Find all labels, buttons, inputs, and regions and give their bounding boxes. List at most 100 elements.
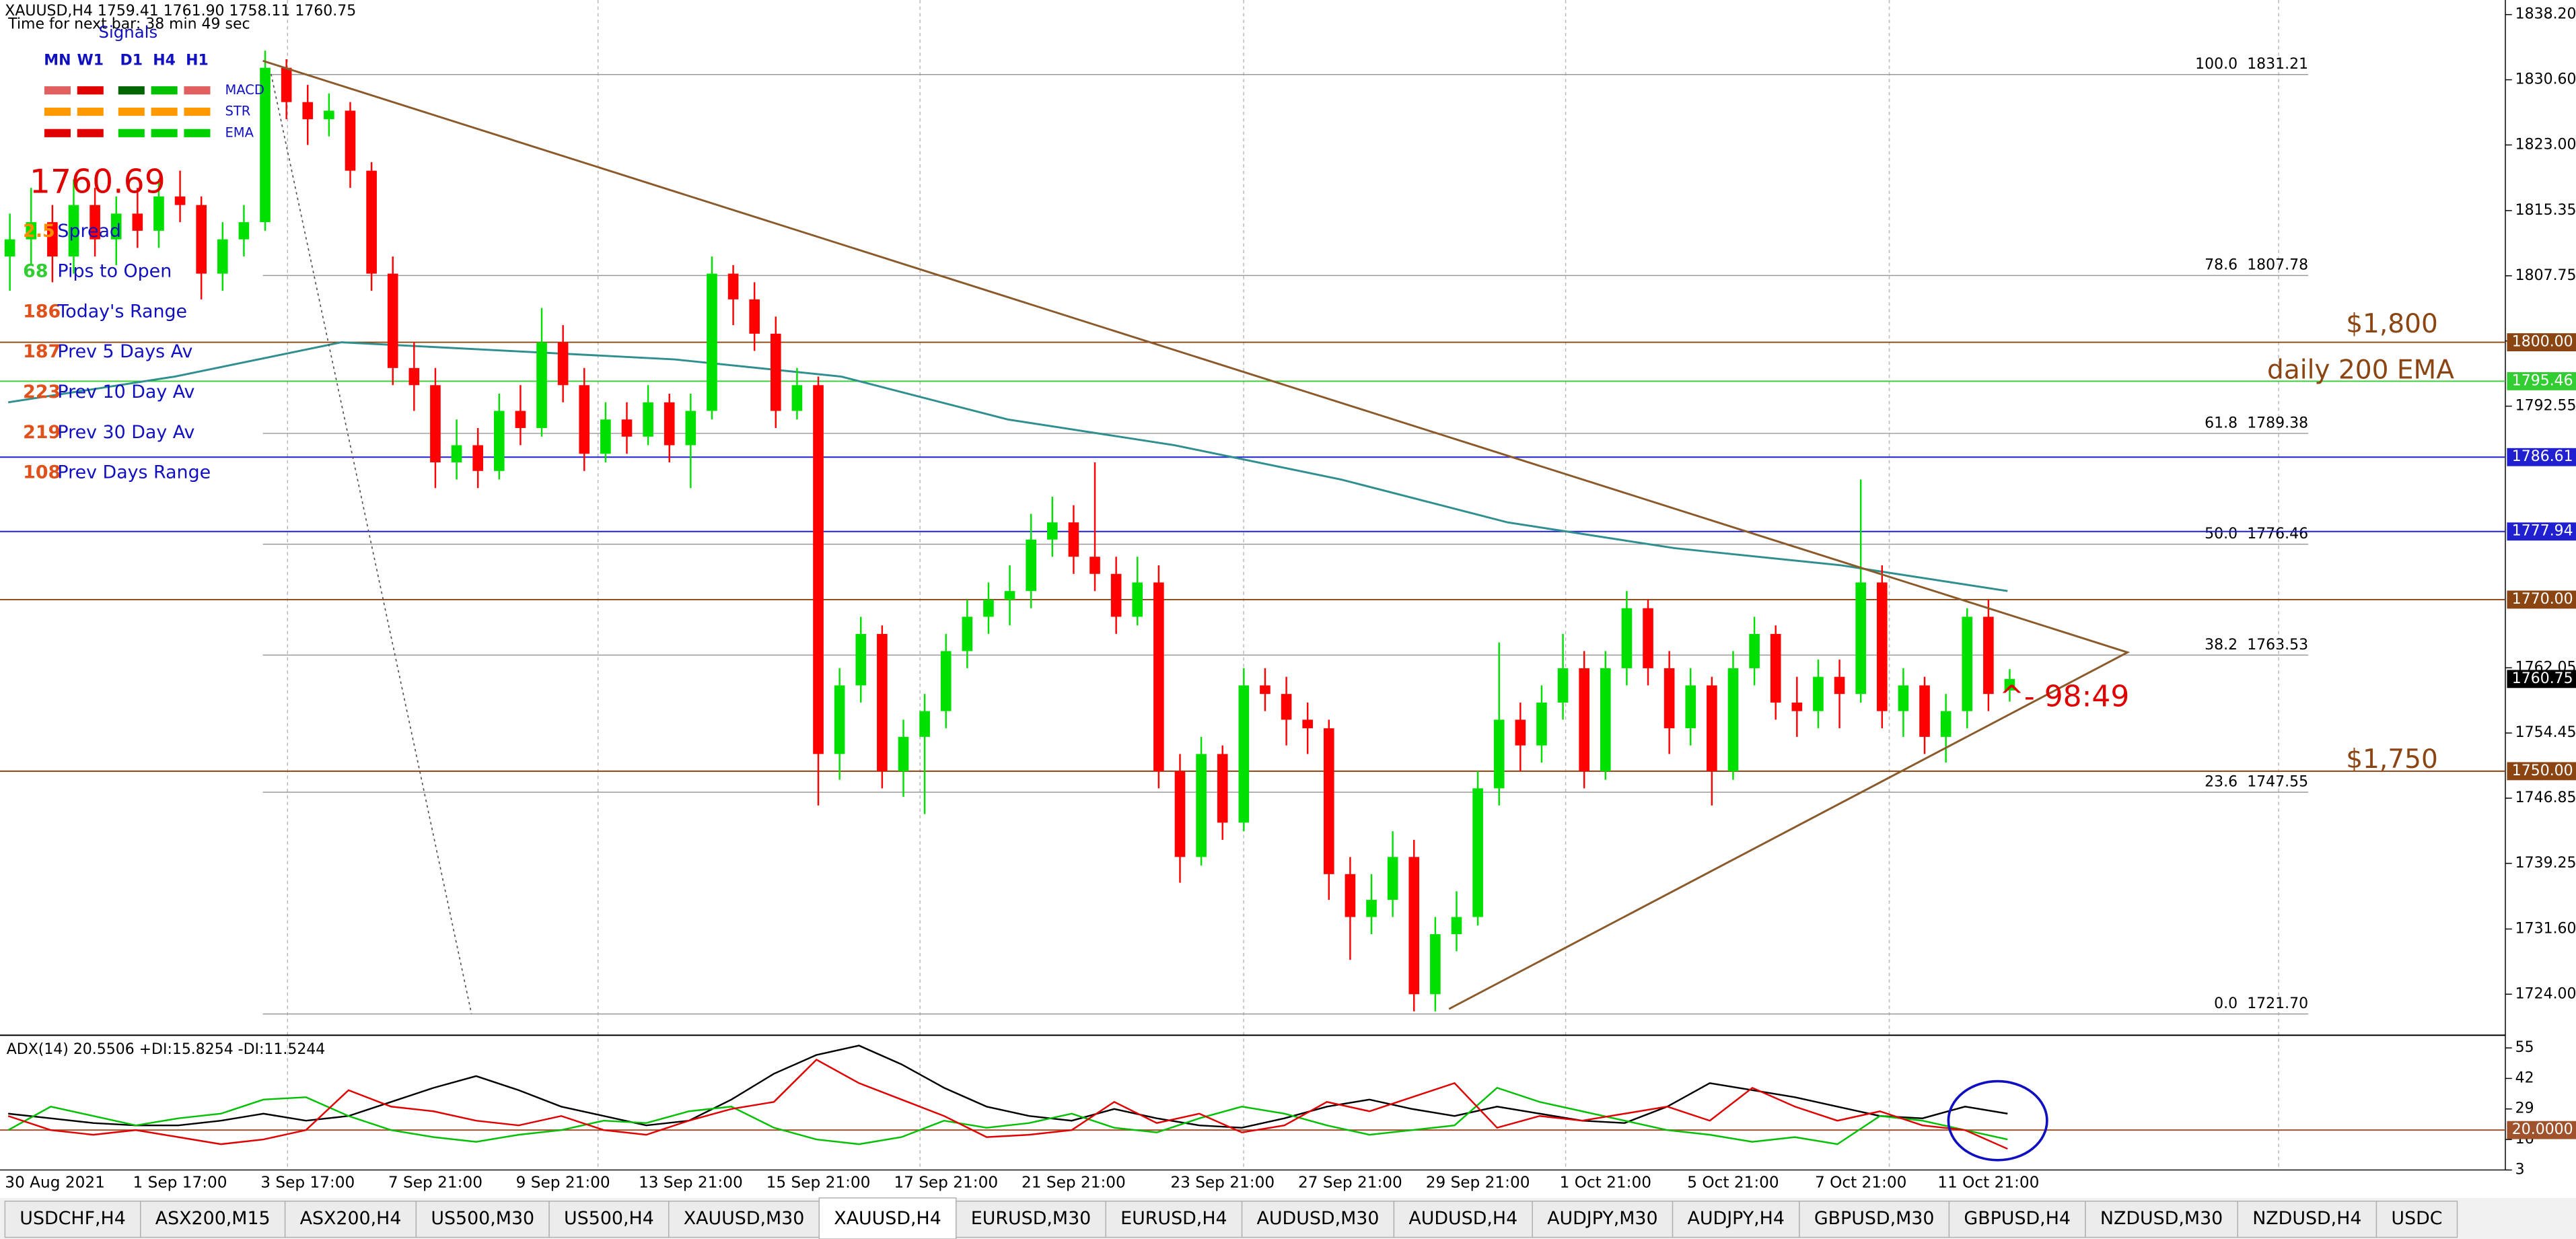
candle-body bbox=[1940, 711, 1952, 737]
candle-body bbox=[1238, 685, 1250, 823]
fib-ratio: 100.0 bbox=[2195, 56, 2238, 73]
tab-label[interactable]: US500,H4 bbox=[564, 1208, 654, 1229]
tab-label[interactable]: EURUSD,M30 bbox=[971, 1208, 1091, 1229]
x-tick-label: 7 Oct 21:00 bbox=[1815, 1173, 1906, 1191]
tab-label[interactable]: EURUSD,H4 bbox=[1120, 1208, 1227, 1229]
tab-label[interactable]: NZDUSD,H4 bbox=[2252, 1208, 2361, 1229]
y-tick-label: 1739.25 bbox=[2515, 855, 2576, 872]
tab[interactable] bbox=[1672, 1201, 1800, 1238]
candle-body bbox=[1727, 668, 1739, 771]
tab-label[interactable]: XAUUSD,M30 bbox=[684, 1208, 805, 1229]
candle-body bbox=[1643, 608, 1653, 668]
y-tick-label: 3 bbox=[2515, 1161, 2525, 1178]
timeframe-label: MN bbox=[44, 52, 71, 69]
tab-label[interactable]: ASX200,H4 bbox=[300, 1208, 402, 1229]
tab[interactable] bbox=[1948, 1201, 2086, 1238]
level-label: 1750.00 bbox=[2512, 763, 2573, 779]
candle-body bbox=[1345, 874, 1356, 917]
candle-body bbox=[1089, 557, 1100, 574]
candle-body bbox=[877, 633, 888, 771]
tab[interactable] bbox=[2237, 1201, 2377, 1238]
symbol-header: XAUUSD,H4 1759.41 1761.90 1758.11 1760.7… bbox=[5, 3, 356, 20]
fib-price: 1721.70 bbox=[2247, 995, 2308, 1012]
candle-body bbox=[153, 196, 164, 231]
candle-body bbox=[302, 102, 314, 120]
candle-body bbox=[451, 445, 462, 463]
tab-label[interactable]: NZDUSD,M30 bbox=[2100, 1208, 2223, 1229]
candle-body bbox=[1791, 702, 1803, 711]
tab[interactable] bbox=[548, 1201, 670, 1238]
tab[interactable] bbox=[1393, 1201, 1533, 1238]
candle-body bbox=[217, 239, 228, 274]
candle-body bbox=[132, 213, 143, 231]
candle-body bbox=[1493, 719, 1505, 789]
last-price-box bbox=[2507, 670, 2576, 688]
x-tick-label: 1 Sep 17:00 bbox=[133, 1173, 227, 1191]
signals-panel: MN W1 D1 H4 H1 MACD STR EMA bbox=[44, 52, 264, 140]
x-tick-label: 3 Sep 17:00 bbox=[260, 1173, 355, 1191]
candle-body bbox=[281, 67, 292, 102]
x-tick-label: 11 Oct 21:00 bbox=[1937, 1173, 2039, 1191]
tab[interactable] bbox=[140, 1201, 286, 1238]
candle-body bbox=[1983, 616, 1994, 695]
x-tick-label: 5 Oct 21:00 bbox=[1687, 1173, 1779, 1191]
tab[interactable] bbox=[2375, 1201, 2458, 1238]
tab-label[interactable]: USDCHF,H4 bbox=[20, 1208, 126, 1229]
fib-price: 1807.78 bbox=[2247, 257, 2308, 274]
x-tick-label: 30 Aug 2021 bbox=[5, 1173, 105, 1191]
tab[interactable] bbox=[818, 1197, 957, 1239]
signal-cell bbox=[77, 129, 104, 137]
tab-label[interactable]: AUDUSD,H4 bbox=[1408, 1208, 1517, 1229]
candle-body bbox=[90, 205, 100, 240]
tab-label[interactable]: GBPUSD,M30 bbox=[1814, 1208, 1935, 1229]
candle-body bbox=[813, 385, 824, 754]
candle-body bbox=[600, 419, 611, 454]
bar-timer: Time for next bar: 38 min 49 sec bbox=[7, 16, 250, 33]
candle-body bbox=[1366, 900, 1377, 917]
candle-body bbox=[1876, 582, 1888, 711]
candle-body bbox=[1408, 857, 1420, 995]
tab[interactable] bbox=[415, 1201, 550, 1238]
tab-label[interactable]: AUDJPY,M30 bbox=[1547, 1208, 1657, 1229]
candle-body bbox=[472, 445, 483, 471]
info-value: 186 bbox=[23, 301, 61, 322]
y-tick-label: 1731.60 bbox=[2515, 920, 2576, 937]
tab-label[interactable]: AUDJPY,H4 bbox=[1688, 1208, 1785, 1229]
fib-ratio: 61.8 bbox=[2205, 415, 2238, 431]
candle-body bbox=[1110, 573, 1122, 617]
candle-body bbox=[196, 205, 207, 274]
candle-body bbox=[1898, 685, 1909, 711]
level-label: 1777.94 bbox=[2512, 523, 2573, 540]
info-text: Today's Range bbox=[57, 301, 187, 322]
candle-body bbox=[68, 205, 79, 257]
level-box bbox=[2507, 762, 2576, 781]
candle-body bbox=[643, 402, 653, 437]
candle-body bbox=[1962, 616, 1973, 711]
tab[interactable] bbox=[2085, 1201, 2238, 1238]
candle-body bbox=[664, 402, 675, 446]
tab-label[interactable]: ASX200,M15 bbox=[155, 1208, 271, 1229]
annotation: daily 200 EMA bbox=[2267, 355, 2454, 385]
candle-body bbox=[1217, 754, 1228, 823]
tab-label[interactable]: USDC bbox=[2391, 1208, 2442, 1229]
y-tick-label: 1746.85 bbox=[2515, 789, 2576, 806]
info-value: 219 bbox=[23, 422, 61, 443]
candle-body bbox=[962, 616, 973, 651]
tab[interactable] bbox=[4, 1201, 141, 1238]
tab[interactable] bbox=[1532, 1201, 1674, 1238]
tab-label[interactable]: AUDUSD,M30 bbox=[1257, 1208, 1380, 1229]
candle-body bbox=[1855, 582, 1866, 695]
info-value: 68 bbox=[23, 261, 48, 282]
tab[interactable] bbox=[284, 1201, 417, 1238]
signal-cell bbox=[151, 107, 178, 116]
candle-body bbox=[26, 222, 37, 240]
x-tick-label: 23 Sep 21:00 bbox=[1170, 1173, 1275, 1191]
tab[interactable] bbox=[1105, 1201, 1243, 1238]
y-tick-label: 1724.00 bbox=[2515, 985, 2576, 1002]
tab-label[interactable]: XAUUSD,H4 bbox=[834, 1208, 941, 1229]
fib-ratio: 23.6 bbox=[2205, 773, 2238, 790]
candle-body bbox=[1302, 719, 1313, 729]
tab-label[interactable]: US500,M30 bbox=[431, 1208, 534, 1229]
tab-label[interactable]: GBPUSD,H4 bbox=[1964, 1208, 2071, 1229]
level-box bbox=[2507, 333, 2576, 351]
